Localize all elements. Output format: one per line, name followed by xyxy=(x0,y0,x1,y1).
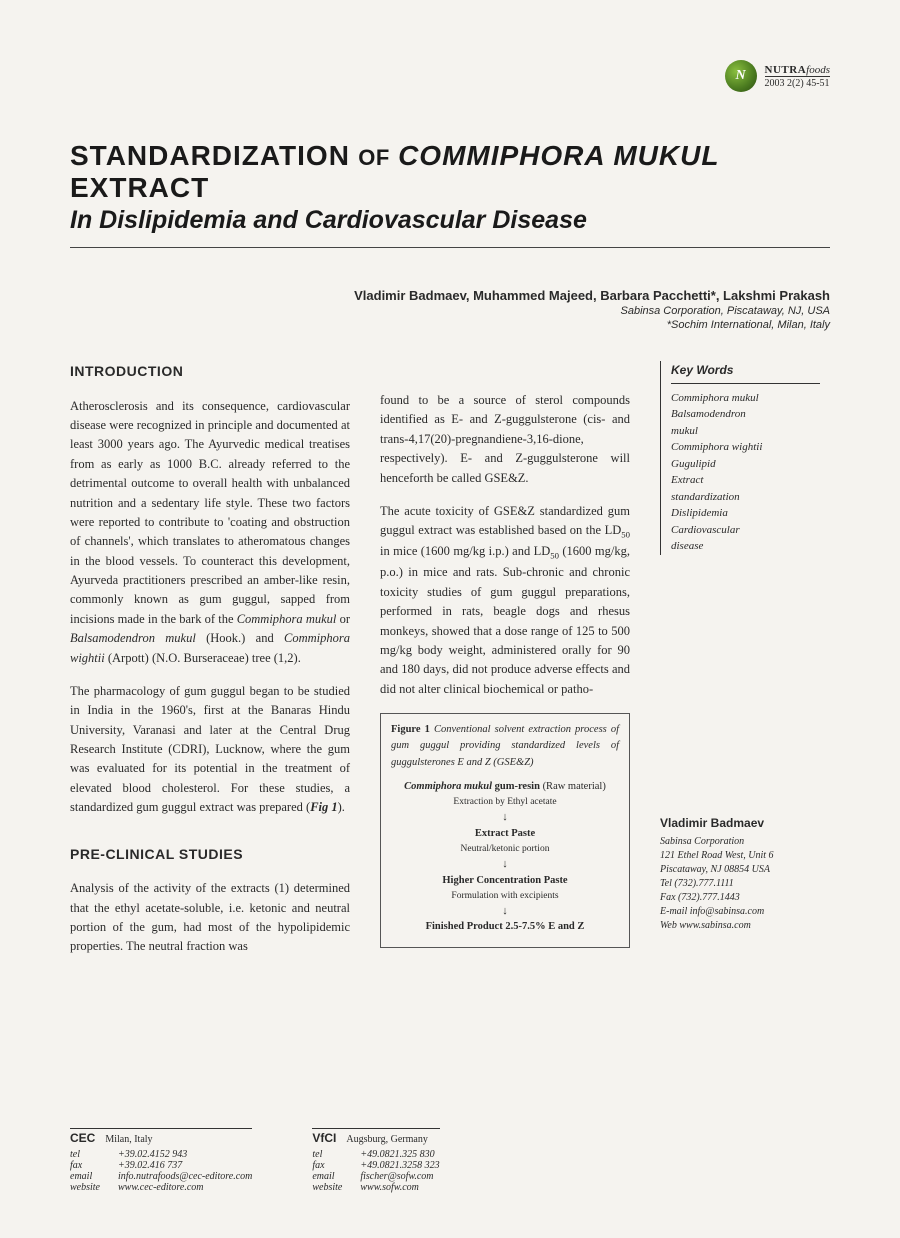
val-tel: +39.02.4152 943 xyxy=(118,1149,187,1160)
publisher-abbr: VfCI xyxy=(312,1131,336,1145)
keywords-box: Key Words Commiphora mukul Balsamodendro… xyxy=(660,361,820,555)
preclin-para-1: Analysis of the activity of the extracts… xyxy=(70,879,350,957)
text: (1600 mg/kg, p.o.) in mice and rats. Sub… xyxy=(380,544,630,695)
flow-step-2: Extract Paste Neutral/ketonic portion xyxy=(391,826,619,857)
contact-fax: Fax (732).777.1443 xyxy=(660,891,820,905)
flow-step-3: Higher Concentration Paste Formulation w… xyxy=(391,873,619,904)
article-body: INTRODUCTION Atherosclerosis and its con… xyxy=(70,361,830,971)
flow-text: gum-resin xyxy=(492,781,540,792)
text: Atherosclerosis and its consequence, car… xyxy=(70,399,350,626)
figure-1-box: Figure 1 Conventional solvent extraction… xyxy=(380,713,630,948)
text: in mice (1600 mg/kg i.p.) and LD xyxy=(380,544,550,558)
val-email: fischer@sofw.com xyxy=(360,1171,433,1182)
species-name: Balsamodendron mukul xyxy=(70,631,196,645)
footer-vfci: VfCI Augsburg, Germany tel +49.0821.325 83… xyxy=(312,1128,439,1193)
text: (Arpott) (N.O. Burseraceae) tree (1,2). xyxy=(105,651,301,665)
contact-org: Sabinsa Corporation xyxy=(660,835,820,849)
title-word-extract: EXTRACT xyxy=(70,172,209,203)
brand-text: NUTRAfoods 2003 2(2) 45-51 xyxy=(765,64,830,89)
column-1: INTRODUCTION Atherosclerosis and its con… xyxy=(70,361,350,971)
flow-step-4: Finished Product 2.5-7.5% E and Z xyxy=(391,919,619,935)
text: or xyxy=(336,612,350,626)
contact-tel: Tel (732).777.1111 xyxy=(660,877,820,891)
figure-number: Figure 1 xyxy=(391,724,430,735)
issue-reference: 2003 2(2) 45-51 xyxy=(765,76,830,89)
flow-sub: Neutral/ketonic portion xyxy=(391,842,619,857)
brand-name-ital: foods xyxy=(806,64,830,76)
text: The pharmacology of gum guggul began to … xyxy=(70,684,350,814)
text: (Hook.) and xyxy=(196,631,284,645)
flow-note: (Raw material) xyxy=(540,781,606,792)
val-fax: +49.0821.3258 323 xyxy=(360,1160,439,1171)
text: The acute toxicity of GSE&Z standardized… xyxy=(380,504,630,537)
affiliation-2: *Sochim International, Milan, Italy xyxy=(70,319,830,331)
flow-text: Higher Concentration Paste xyxy=(391,873,619,889)
flow-sub: Extraction by Ethyl acetate xyxy=(391,795,619,810)
intro-para-1: Atherosclerosis and its consequence, car… xyxy=(70,397,350,668)
col2-para-1: found to be a source of sterol compounds… xyxy=(380,391,630,488)
publisher-location: Augsburg, Germany xyxy=(346,1134,427,1145)
val-email: info.nutrafoods@cec-editore.com xyxy=(118,1171,252,1182)
flow-step-1: Commiphora mukul gum-resin (Raw material… xyxy=(391,779,619,810)
author-names: Vladimir Badmaev, Muhammed Majeed, Barba… xyxy=(70,288,830,303)
title-word-1: STANDARDIZATION xyxy=(70,140,350,171)
title-species: COMMIPHORA MUKUL xyxy=(398,140,719,171)
publisher-abbr: CEC xyxy=(70,1131,95,1145)
corresponding-author-block: Vladimir Badmaev Sabinsa Corporation 121… xyxy=(660,815,820,934)
authors-block: Vladimir Badmaev, Muhammed Majeed, Barba… xyxy=(70,288,830,331)
label-email: email xyxy=(312,1171,350,1182)
keywords-heading: Key Words xyxy=(671,361,820,384)
flow-sub: Formulation with excipients xyxy=(391,889,619,904)
label-fax: fax xyxy=(312,1160,350,1171)
flow-arrow-icon: ↓ xyxy=(391,813,619,823)
figure-caption: Figure 1 Conventional solvent extraction… xyxy=(391,722,619,771)
species-name: Commiphora mukul xyxy=(237,612,337,626)
keywords-list: Commiphora mukul Balsamodendron mukul Co… xyxy=(671,390,820,555)
val-fax: +39.02.416 737 xyxy=(118,1160,182,1171)
article-title-line2: In Dislipidemia and Cardiovascular Disea… xyxy=(70,206,830,235)
brand-logo-icon: N xyxy=(725,60,757,92)
title-rule xyxy=(70,247,830,248)
column-2: found to be a source of sterol compounds… xyxy=(380,361,630,971)
publisher-footer: CEC Milan, Italy tel +39.02.4152 943 fax +3… xyxy=(70,1128,440,1193)
label-tel: tel xyxy=(70,1149,108,1160)
figure-ref: Fig 1 xyxy=(310,800,337,814)
section-head-introduction: INTRODUCTION xyxy=(70,361,350,383)
contact-name: Vladimir Badmaev xyxy=(660,815,820,832)
flow-species: Commiphora mukul xyxy=(404,781,492,792)
label-web: website xyxy=(70,1182,108,1193)
column-3-sidebar: Key Words Commiphora mukul Balsamodendro… xyxy=(660,361,820,971)
footer-cec: CEC Milan, Italy tel +39.02.4152 943 fax +3… xyxy=(70,1128,252,1193)
contact-addr1: 121 Ethel Road West, Unit 6 xyxy=(660,849,820,863)
section-head-preclinical: PRE-CLINICAL STUDIES xyxy=(70,844,350,866)
label-fax: fax xyxy=(70,1160,108,1171)
flow-text: Extract Paste xyxy=(391,826,619,842)
contact-email: E-mail info@sabinsa.com xyxy=(660,905,820,919)
val-tel: +49.0821.325 830 xyxy=(360,1149,434,1160)
flow-arrow-icon: ↓ xyxy=(391,860,619,870)
col2-para-2: The acute toxicity of GSE&Z standardized… xyxy=(380,502,630,699)
publisher-location: Milan, Italy xyxy=(105,1134,152,1145)
contact-web: Web www.sabinsa.com xyxy=(660,919,820,933)
intro-para-2: The pharmacology of gum guggul began to … xyxy=(70,682,350,818)
val-web: www.cec-editore.com xyxy=(118,1182,204,1193)
subscript: 50 xyxy=(621,530,630,540)
contact-addr2: Piscataway, NJ 08854 USA xyxy=(660,863,820,877)
journal-brand: N NUTRAfoods 2003 2(2) 45-51 xyxy=(725,60,830,92)
article-title-line1: STANDARDIZATION OF COMMIPHORA MUKUL EXTR… xyxy=(70,140,830,204)
affiliation-1: Sabinsa Corporation, Piscataway, NJ, USA xyxy=(70,305,830,317)
val-web: www.sofw.com xyxy=(360,1182,419,1193)
subscript: 50 xyxy=(550,551,559,561)
label-email: email xyxy=(70,1171,108,1182)
brand-name-bold: NUTRA xyxy=(765,64,807,76)
article-title-block: STANDARDIZATION OF COMMIPHORA MUKUL EXTR… xyxy=(70,140,830,248)
flow-arrow-icon: ↓ xyxy=(391,907,619,917)
title-word-of: OF xyxy=(358,145,390,170)
label-web: website xyxy=(312,1182,350,1193)
text: ). xyxy=(338,800,345,814)
label-tel: tel xyxy=(312,1149,350,1160)
flow-text: Finished Product 2.5-7.5% E and Z xyxy=(391,919,619,935)
